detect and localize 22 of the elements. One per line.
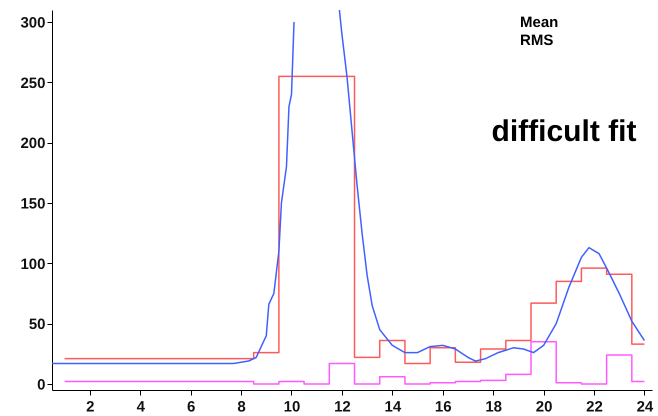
x-tick-label: 6 — [186, 398, 196, 416]
x-tick-label: 20 — [536, 398, 552, 416]
x-tick-label: 4 — [136, 398, 146, 416]
x-tick-label: 18 — [485, 398, 502, 416]
x-tick-label: 12 — [334, 398, 351, 416]
annotation: Mean — [520, 14, 558, 31]
x-tick-label: 22 — [586, 398, 603, 416]
y-tick-label: 150 — [20, 196, 46, 213]
y-tick-label: 300 — [20, 14, 46, 32]
y-tick-label: 50 — [28, 316, 46, 334]
annotation: difficult fit — [492, 115, 636, 148]
x-tick-label: 14 — [384, 398, 402, 416]
x-tick-label: 2 — [86, 398, 94, 416]
y-tick-label: 200 — [20, 135, 46, 152]
x-tick-label: 16 — [434, 398, 452, 416]
x-tick-label: 8 — [237, 398, 246, 416]
y-tick-label: 250 — [20, 74, 46, 92]
x-tick-label: 24 — [636, 398, 654, 416]
y-tick-label: 100 — [20, 256, 46, 273]
y-tick-label: 0 — [37, 376, 46, 394]
annotation: RMS — [520, 32, 554, 49]
x-tick-label: 10 — [284, 398, 300, 416]
